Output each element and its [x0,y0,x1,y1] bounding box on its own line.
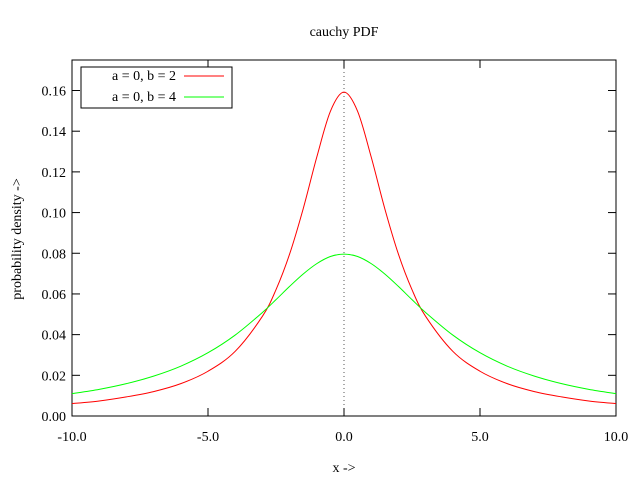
y-tick-label: 0.02 [42,369,67,384]
x-tick-label: 0.0 [335,430,353,445]
y-axis-label: probability density -> [10,178,25,300]
x-tick-label: -10.0 [57,430,86,445]
series-line-2 [71,253,617,395]
y-tick-label: 0.08 [42,247,67,262]
x-tick-label: 10.0 [604,430,629,445]
y-tick-label: 0.10 [42,207,67,222]
series-line-1 [71,91,617,405]
legend-label-series-1: a = 0, b = 2 [112,69,176,84]
legend-label-series-2: a = 0, b = 4 [112,90,176,105]
x-tick-label: -5.0 [197,430,219,445]
legend-box [80,66,233,109]
y-tick-label: 0.14 [42,125,67,140]
series-layer [71,91,617,405]
plot-frame [71,59,617,417]
y-tick-label: 0.04 [42,329,67,344]
chart-title: cauchy PDF [310,25,379,40]
legend: a = 0, b = 2 a = 0, b = 4 [80,66,233,109]
axis-ticks: 0.00 0.02 0.04 0.06 0.08 0.10 0.12 0.14 0.16 -10.… [42,60,629,445]
x-tick-label: 5.0 [471,430,489,445]
y-tick-label: 0.12 [42,166,67,181]
x-axis-label: x -> [332,461,355,476]
y-tick-label: 0.06 [42,288,67,303]
y-tick-label: 0.16 [42,85,67,100]
y-tick-label: 0.00 [42,410,67,425]
